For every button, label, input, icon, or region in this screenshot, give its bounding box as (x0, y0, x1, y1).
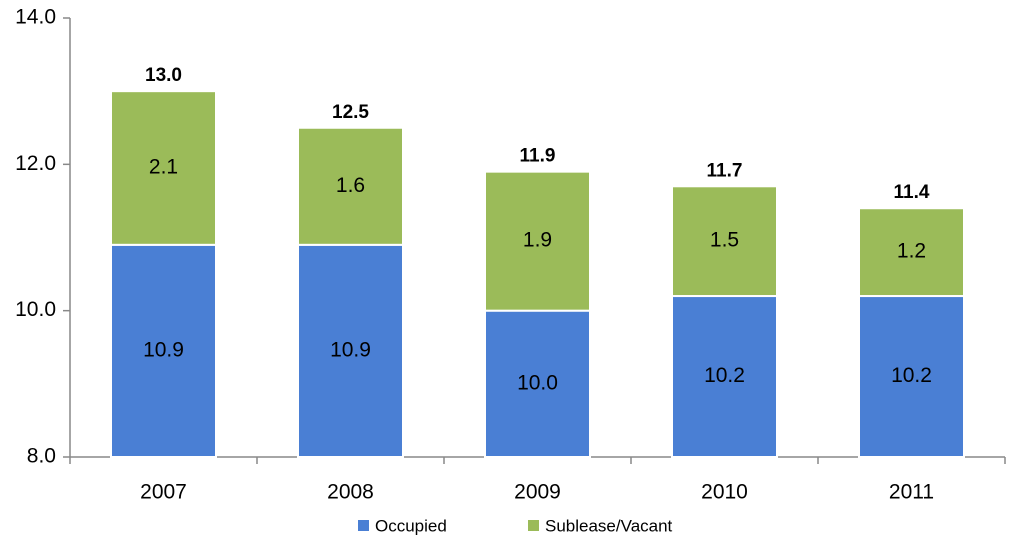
bar-segment (297, 126, 404, 246)
legend-swatch (528, 520, 539, 531)
bar-segment (110, 243, 217, 458)
total-label: 11.9 (520, 146, 556, 167)
legend-label: Occupied (375, 516, 447, 535)
segment-label: 1.6 (336, 174, 365, 197)
total-label: 11.4 (894, 182, 930, 203)
y-tick-label: 10.0 (15, 298, 56, 321)
y-tick-label: 12.0 (15, 152, 56, 175)
total-label: 11.7 (707, 160, 743, 181)
segment-label: 2.1 (149, 156, 178, 179)
y-tick-label: 14.0 (15, 6, 56, 29)
bar-segment (110, 90, 217, 246)
bar-segment (858, 207, 965, 298)
segment-label: 10.9 (143, 338, 184, 361)
segment-label: 1.5 (710, 229, 739, 252)
segment-label: 1.2 (897, 240, 926, 263)
segment-label: 10.2 (891, 364, 932, 387)
total-label: 12.5 (332, 102, 369, 123)
x-tick-label: 2011 (889, 481, 934, 504)
x-tick-label: 2009 (514, 481, 561, 504)
segment-label: 10.9 (330, 338, 371, 361)
x-tick-label: 2010 (701, 481, 748, 504)
x-tick-label: 2007 (140, 481, 187, 504)
segment-label: 1.9 (523, 229, 552, 252)
x-tick-label: 2008 (327, 481, 374, 504)
bar-segment (671, 185, 778, 298)
segment-label: 10.0 (517, 371, 558, 394)
bar-segment (671, 295, 778, 458)
legend-label: Sublease/Vacant (545, 516, 673, 535)
total-label: 13.0 (145, 65, 182, 86)
bar-segment (484, 309, 591, 458)
y-tick-label: 8.0 (27, 445, 56, 468)
legend-swatch (358, 520, 369, 531)
bar-segment (484, 170, 591, 312)
segment-label: 10.2 (704, 364, 745, 387)
